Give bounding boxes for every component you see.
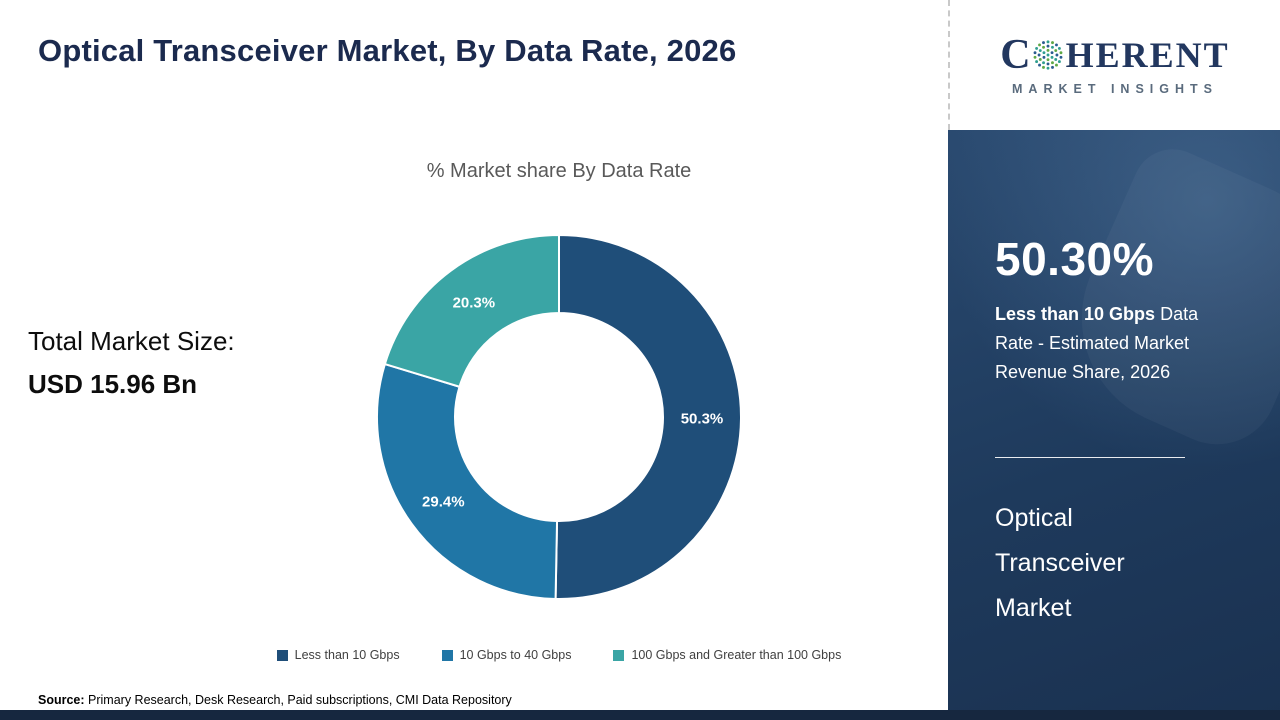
globe-dot: [1050, 51, 1054, 55]
globe-dot: [1046, 44, 1050, 48]
globe-dot: [1057, 46, 1061, 50]
globe-dot: [1041, 41, 1045, 45]
page-title: Optical Transceiver Market, By Data Rate…: [38, 33, 737, 68]
legend-label-1: 10 Gbps to 40 Gbps: [459, 648, 572, 662]
globe-dot: [1042, 51, 1046, 55]
legend-swatch-1: [441, 649, 453, 661]
globe-dot: [1053, 58, 1057, 61]
globe-dot: [1053, 49, 1057, 52]
globe-dot: [1050, 41, 1054, 45]
donut-chart: 50.3% 29.4% 20.3%: [376, 234, 742, 600]
brand-subtitle: MARKET INSIGHTS: [1012, 82, 1218, 96]
brand-wordmark: C HERENT: [1000, 34, 1229, 76]
globe-dot: [1046, 58, 1050, 62]
total-market-size-block: Total Market Size: USD 15.96 Bn: [28, 326, 235, 400]
globe-dot: [1050, 45, 1054, 49]
globe-dot: [1041, 65, 1045, 69]
donut-slice-1: [376, 363, 559, 600]
globe-dot: [1041, 61, 1045, 65]
globe-logo-icon: [1033, 40, 1063, 70]
globe-dot: [1046, 40, 1050, 44]
total-market-size-label: Total Market Size:: [28, 326, 235, 356]
globe-dot: [1050, 55, 1054, 59]
globe-dot: [1034, 46, 1038, 50]
globe-dot: [1033, 51, 1037, 55]
source-text: Primary Research, Desk Research, Paid su…: [84, 693, 512, 707]
source-line: Source: Primary Research, Desk Research,…: [38, 693, 512, 707]
legend-label-2: 100 Gbps and Greater than 100 Gbps: [631, 648, 842, 662]
donut-slice-2: [383, 234, 560, 388]
brand-letter-c: C: [1000, 32, 1033, 78]
globe-dot: [1054, 43, 1058, 47]
donut-slice-label-0: 50.3%: [681, 411, 724, 428]
globe-dot: [1046, 53, 1050, 57]
globe-dot: [1041, 45, 1045, 49]
globe-dot: [1050, 65, 1054, 69]
sidebar: C HERENT MARKET INSIGHTS 50.30% Less tha…: [948, 0, 1280, 720]
brand-logo: C HERENT MARKET INSIGHTS: [948, 0, 1280, 130]
chart-title: % Market share By Data Rate: [426, 160, 692, 182]
source-label: Source:: [38, 693, 85, 707]
globe-dot: [1054, 63, 1058, 67]
globe-dot: [1050, 61, 1054, 65]
report-name: Optical Transceiver Market: [995, 504, 1125, 622]
donut-slice-label-2: 20.3%: [453, 294, 496, 311]
brand-letters-rest: HERENT: [1065, 35, 1230, 75]
sidebar-divider: [995, 457, 1185, 458]
globe-dot: [1042, 55, 1046, 59]
legend-swatch-0: [276, 649, 288, 661]
stat-desc-bold: Less than 10 Gbps: [995, 304, 1156, 324]
globe-dot: [1037, 53, 1041, 57]
globe-dot: [1033, 55, 1037, 59]
legend-item-2: 100 Gbps and Greater than 100 Gbps: [613, 648, 841, 662]
globe-dot: [1055, 53, 1059, 57]
globe-dot: [1037, 43, 1041, 47]
globe-dot: [1046, 48, 1050, 52]
chart-legend: Less than 10 Gbps 10 Gbps to 40 Gbps 100 G…: [130, 648, 988, 662]
legend-item-0: Less than 10 Gbps: [276, 648, 400, 662]
globe-dot: [1034, 60, 1038, 64]
globe-dot: [1046, 62, 1050, 66]
globe-dot: [1057, 60, 1061, 64]
stat-desc-rest: Data Rate - Estimated Market Revenue Sha…: [995, 304, 1199, 382]
total-market-size-value: USD 15.96 Bn: [28, 369, 198, 399]
globe-dot: [1059, 51, 1063, 55]
highlight-stat-value: 50.30%: [995, 233, 1155, 285]
globe-dot: [1037, 63, 1041, 67]
donut-slice-0: [554, 234, 742, 600]
bottom-accent-bar: [0, 710, 1280, 720]
globe-dot: [1038, 49, 1042, 52]
legend-item-1: 10 Gbps to 40 Gbps: [441, 648, 572, 662]
sidebar-panel: 50.30% Less than 10 Gbps Data Rate - Est…: [948, 130, 1280, 720]
globe-dot: [1046, 66, 1050, 70]
globe-dot: [1038, 58, 1042, 61]
donut-slice-label-1: 29.4%: [422, 493, 465, 510]
legend-label-0: Less than 10 Gbps: [294, 648, 400, 662]
globe-dot: [1059, 55, 1063, 59]
legend-swatch-2: [613, 649, 625, 661]
highlight-stat-description: Less than 10 Gbps Data Rate - Estimated …: [995, 300, 1237, 387]
